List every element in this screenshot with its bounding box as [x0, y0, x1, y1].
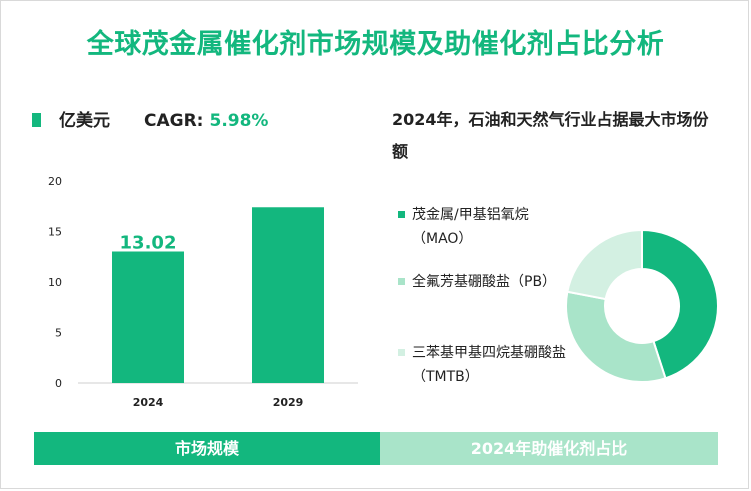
y-tick-label: 10	[48, 276, 62, 289]
legend-label-tmtb: 三苯基甲基四烷基硼酸盐（TMTB）	[412, 345, 566, 385]
legend-swatch-mao	[398, 211, 405, 218]
donut-chart	[565, 230, 719, 383]
legend-item-tmtb: 三苯基甲基四烷基硼酸盐（TMTB）	[398, 341, 573, 389]
cagr-value: 5.98%	[209, 111, 269, 131]
y-tick-label: 0	[55, 377, 62, 390]
legend-label-mao: 茂金属/甲基铝氧烷（MAO）	[412, 207, 529, 247]
legend-swatch-pb	[398, 278, 405, 285]
y-tick-label: 20	[48, 175, 62, 188]
unit-label: 亿美元	[59, 111, 110, 131]
bar-chart: 0 5 10 15 20 2024 13.02 2029	[48, 175, 358, 409]
y-tick-label: 5	[55, 327, 62, 340]
data-label-2024: 13.02	[120, 232, 177, 253]
legend-item-mao: 茂金属/甲基铝氧烷（MAO）	[398, 203, 573, 251]
page-title: 全球茂金属催化剂市场规模及助催化剂占比分析	[86, 29, 665, 60]
x-tick-label: 2024	[133, 396, 164, 409]
pie-title: 2024年，石油和天然气行业占据最大市场份额	[392, 110, 709, 161]
legend-item-pb: 全氟芳基硼酸盐（PB）	[398, 270, 573, 294]
unit-row: 亿美元 CAGR: 5.98%	[32, 106, 268, 132]
legend-label-pb: 全氟芳基硼酸盐（PB）	[412, 274, 557, 290]
donut-slice-mao	[641, 230, 719, 380]
bar-2029	[252, 207, 324, 383]
footer-market-size: 市场规模	[34, 432, 380, 465]
donut-slice-pb	[565, 290, 667, 383]
cagr-label: CAGR:	[144, 111, 204, 131]
legend-swatch-tmtb	[398, 349, 405, 356]
x-tick-label: 2029	[273, 396, 304, 409]
unit-square-icon	[32, 113, 41, 127]
footer-cocatalyst-share: 2024年助催化剂占比	[380, 432, 718, 465]
y-tick-label: 15	[48, 226, 62, 239]
bar-2024	[112, 251, 184, 383]
donut-slice-tmtb	[566, 230, 643, 301]
